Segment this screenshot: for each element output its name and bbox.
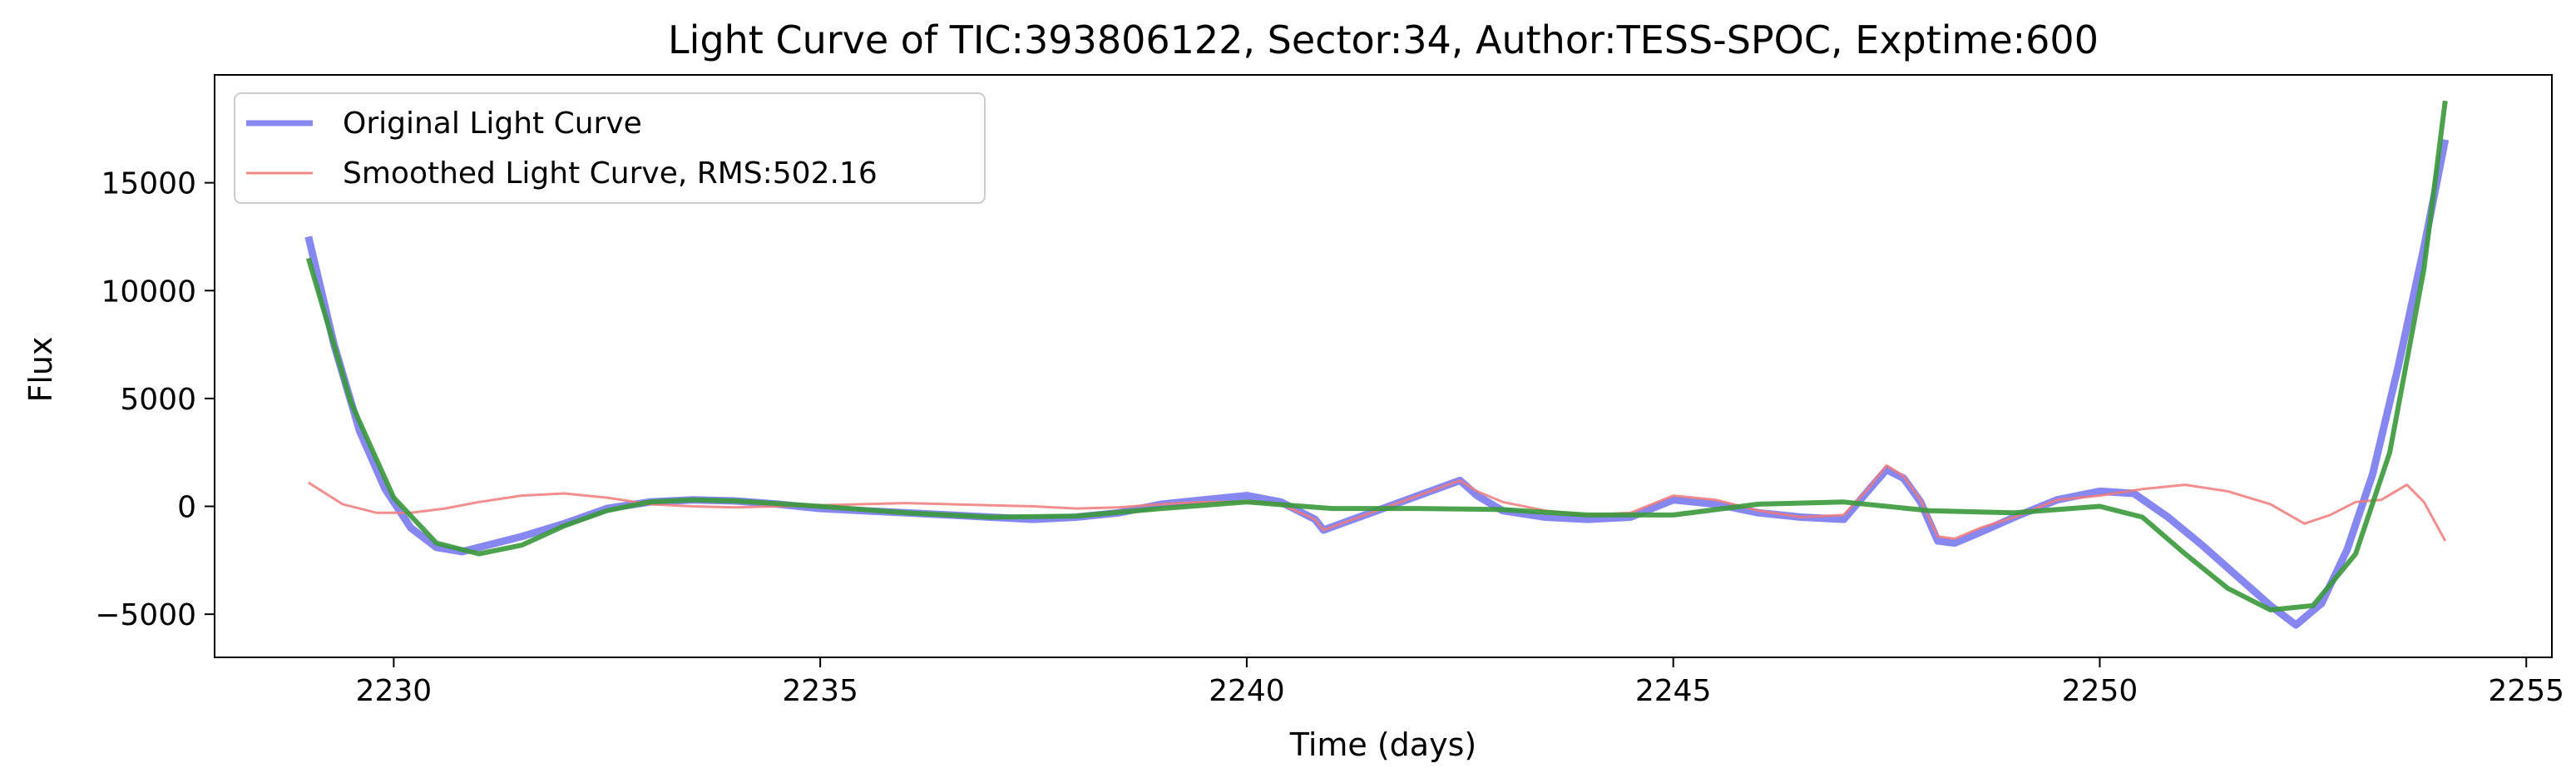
y-tick-label: 15000 — [101, 167, 196, 201]
chart-legend: Original Light Curve Smoothed Light Curv… — [234, 92, 986, 204]
y-tick-label: 5000 — [120, 383, 196, 417]
legend-box — [234, 92, 986, 204]
y-axis-label: Flux — [22, 337, 59, 403]
series-smoothed-line — [307, 463, 2447, 542]
x-tick-label: 2245 — [1635, 674, 1712, 708]
x-axis-label: Time (days) — [1289, 726, 1476, 763]
legend-label-smoothed: Smoothed Light Curve, RMS:502.16 — [343, 156, 878, 191]
x-axis-ticks: 2230 2235 2240 2245 2250 2255 — [356, 657, 2564, 708]
x-tick-label: 2240 — [1209, 674, 1285, 708]
y-axis-ticks: −5000 0 5000 10000 15000 — [95, 167, 215, 632]
x-tick-label: 2235 — [782, 674, 858, 708]
y-tick-label: 10000 — [101, 275, 196, 309]
x-tick-label: 2230 — [356, 674, 433, 708]
x-tick-label: 2255 — [2488, 674, 2564, 708]
series-fit-line — [305, 100, 2448, 612]
plot-area — [304, 100, 2450, 629]
legend-label-original: Original Light Curve — [343, 107, 642, 141]
y-tick-label: −5000 — [95, 598, 196, 632]
x-tick-label: 2250 — [2062, 674, 2138, 708]
plot-frame — [214, 74, 2553, 658]
y-tick-label: 0 — [177, 491, 196, 525]
chart-title: Light Curve of TIC:393806122, Sector:34,… — [668, 17, 2099, 62]
